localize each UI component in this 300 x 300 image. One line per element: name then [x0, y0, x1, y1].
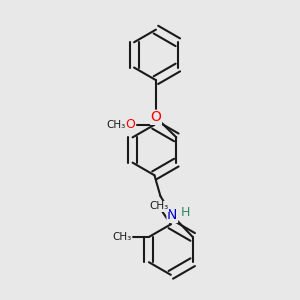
- Text: CH₃: CH₃: [106, 120, 125, 130]
- Text: H: H: [181, 206, 190, 219]
- Text: N: N: [167, 208, 178, 222]
- Text: O: O: [126, 118, 136, 131]
- Text: O: O: [151, 110, 161, 124]
- Text: CH₃: CH₃: [112, 232, 132, 242]
- Text: CH₃: CH₃: [149, 202, 169, 212]
